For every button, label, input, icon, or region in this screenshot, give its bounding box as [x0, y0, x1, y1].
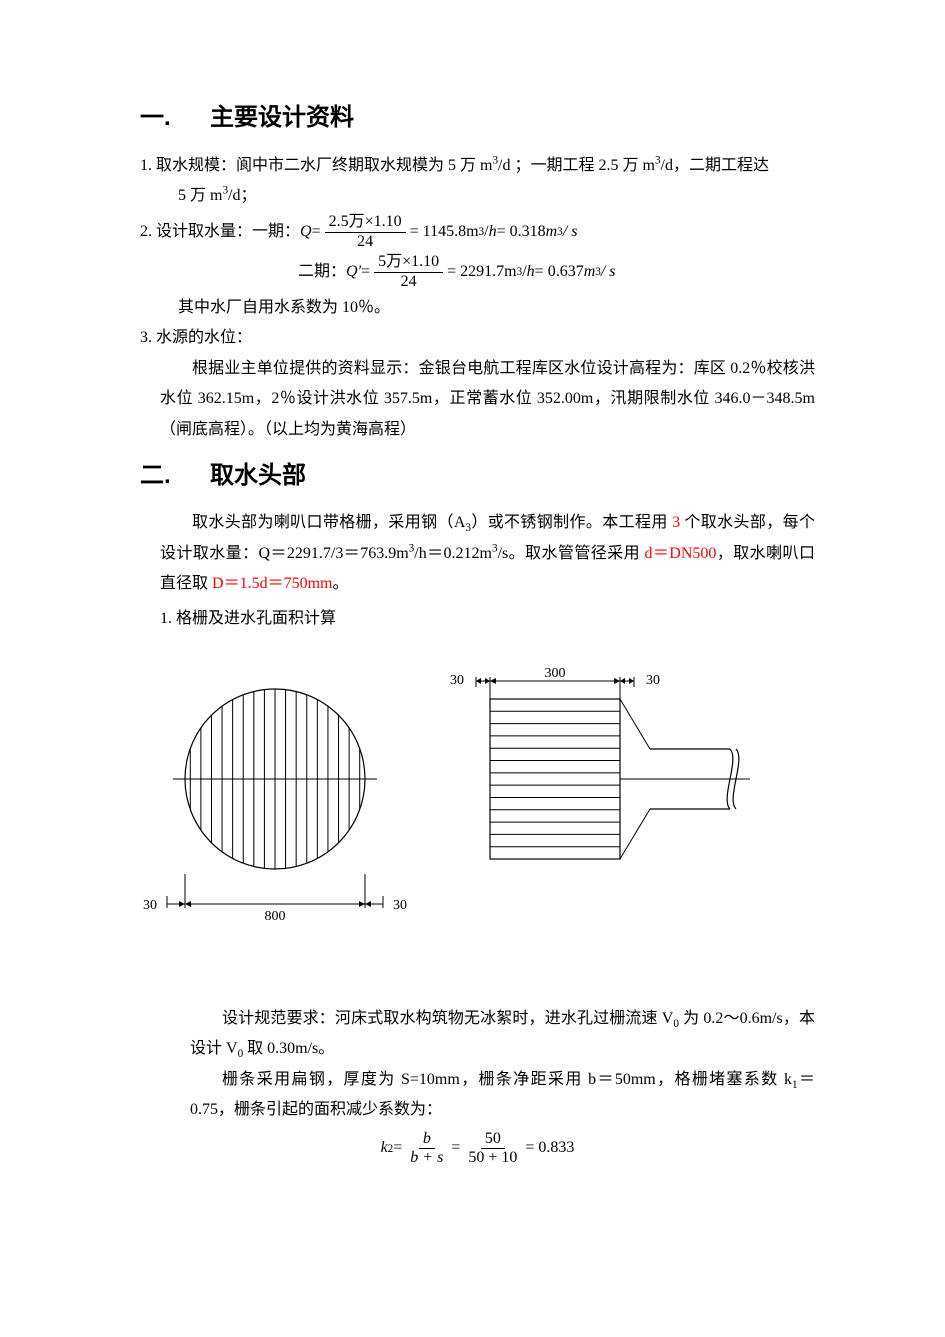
text: /d ；一期工程 2.5 万 m	[498, 157, 655, 174]
num: ×1.10	[402, 253, 439, 270]
result: = 0.318	[497, 217, 546, 247]
note-self-use: 其中水厂自用水系数为 10％。	[140, 293, 815, 323]
result: = 1145.8m	[410, 217, 479, 247]
svg-text:30: 30	[393, 898, 407, 913]
item-3-body: 根据业主单位提供的资料显示：金银台电航工程库区水位设计高程为：库区 0.2％校核…	[140, 354, 815, 445]
section-2-sub1: 1. 格栅及进水孔面积计算	[140, 604, 815, 634]
fraction-k2-2: 50 50 + 10	[464, 1130, 521, 1168]
q-symbol: Q	[300, 217, 312, 247]
fraction-2: 5万×1.10 24	[374, 253, 443, 291]
denom: b + s	[406, 1149, 447, 1167]
text: /h＝0.212m	[414, 545, 492, 562]
m: m	[546, 217, 558, 247]
item-2-formula-2: 二期： Q′ = 5万×1.10 24 = 2291.7m3 / h = 0.6…	[140, 253, 815, 291]
m: m	[584, 257, 596, 287]
section-2-title: 取水头部	[210, 462, 306, 489]
section-2-p2: 设计规范要求：河床式取水构筑物无冰絮时，进水孔过栅流速 V0 为 0.2～0.6…	[140, 1004, 815, 1065]
text: 取水头部为喇叭口带格栅，采用钢（A	[192, 514, 465, 531]
per-s: / s	[563, 217, 578, 247]
document-page: 一.主要设计资料 1. 取水规模：阆中市二水厂终期取水规模为 5 万 m3/d …	[0, 0, 945, 1337]
item-1: 1. 取水规模：阆中市二水厂终期取水规模为 5 万 m3/d ；一期工程 2.5…	[140, 151, 815, 181]
fraction-1: 2.5万×1.10 24	[325, 213, 406, 251]
text: 取 0.30m/s。	[243, 1040, 334, 1057]
denom: 24	[397, 273, 421, 291]
text: 2. 设计取水量：一期：	[140, 217, 300, 247]
equals: =	[312, 217, 321, 247]
red-text: D＝1.5d＝750mm	[212, 575, 332, 592]
svg-text:30: 30	[646, 673, 660, 688]
text: 。	[332, 575, 348, 592]
text: /d；	[228, 187, 256, 204]
text: 根据业主单位提供的资料显示：金银台电航工程库区水位设计高程为：库区 0.2％校核…	[160, 360, 815, 438]
red-text: d＝DN500	[644, 545, 716, 562]
red-text: 3	[672, 514, 680, 531]
section-2-number: 二.	[140, 453, 210, 499]
text: 5 万 m	[178, 187, 222, 204]
grille-diagram: 30 800 30 30 300 30	[140, 664, 815, 964]
item-1-line2: 5 万 m3/d；	[140, 181, 815, 211]
result: = 0.637	[535, 257, 584, 287]
equals: =	[393, 1133, 402, 1163]
section-2-p1: 取水头部为喇叭口带格栅，采用钢（A3）或不锈钢制作。本工程用 3 个取水头部，每…	[140, 508, 815, 599]
per-s: / s	[601, 257, 616, 287]
svg-text:800: 800	[265, 909, 286, 924]
svg-text:30: 30	[450, 673, 464, 688]
h: h	[527, 257, 535, 287]
num: ×1.10	[365, 213, 402, 230]
item-2-formula-1: 2. 设计取水量：一期： Q = 2.5万×1.10 24 = 1145.8m3…	[140, 213, 815, 251]
section-2-heading: 二.取水头部	[140, 453, 815, 499]
result: = 0.833	[525, 1133, 574, 1163]
item-3-lead: 3. 水源的水位：	[140, 323, 815, 353]
denom: 24	[353, 233, 377, 251]
svg-text:30: 30	[143, 898, 157, 913]
num: 2.5	[329, 213, 349, 230]
equals: =	[361, 257, 370, 287]
wan: 万	[386, 253, 402, 270]
k2-formula: k2 = b b + s = 50 50 + 10 = 0.833	[140, 1130, 815, 1168]
h: h	[489, 217, 497, 247]
text: /s。取水管管径采用	[498, 545, 645, 562]
diagram-svg: 30 800 30 30 300 30	[140, 664, 780, 944]
k-symbol: k	[381, 1133, 388, 1163]
denom: 50 + 10	[464, 1149, 521, 1167]
svg-text:300: 300	[545, 666, 566, 681]
equals: =	[451, 1133, 460, 1163]
wan: 万	[349, 213, 365, 230]
text: /d，二期工程达	[661, 157, 769, 174]
num: 50	[481, 1130, 505, 1149]
num: b	[419, 1130, 435, 1149]
text: 1. 取水规模：阆中市二水厂终期取水规模为 5 万 m	[140, 157, 492, 174]
section-1-number: 一.	[140, 95, 210, 141]
fraction-k2-1: b b + s	[406, 1130, 447, 1168]
num: 5	[378, 253, 386, 270]
text: 栅条采用扁钢，厚度为 S=10mm，栅条净距采用 b＝50mm，格栅堵塞系数 k	[222, 1071, 792, 1088]
section-1-heading: 一.主要设计资料	[140, 95, 815, 141]
text: ）或不锈钢制作。本工程用	[471, 514, 672, 531]
section-1-title: 主要设计资料	[210, 104, 354, 131]
text: 二期：	[298, 257, 346, 287]
text: 设计规范要求：河床式取水构筑物无冰絮时，进水孔过栅流速 V	[222, 1010, 673, 1027]
result: = 2291.7m	[447, 257, 516, 287]
q-prime-symbol: Q′	[346, 257, 361, 287]
section-2-p3: 栅条采用扁钢，厚度为 S=10mm，栅条净距采用 b＝50mm，格栅堵塞系数 k…	[140, 1065, 815, 1126]
